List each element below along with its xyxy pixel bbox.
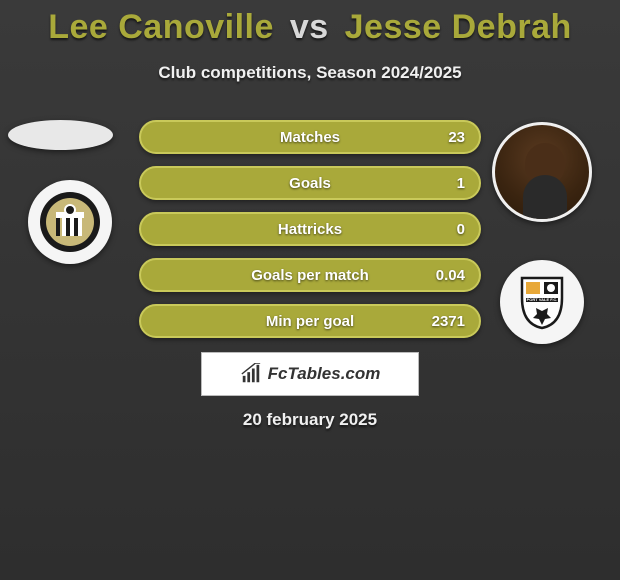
stat-row-min-per-goal: Min per goal 2371 (139, 304, 481, 338)
stat-row-hattricks: Hattricks 0 (139, 212, 481, 246)
stat-row-goals: Goals 1 (139, 166, 481, 200)
stat-row-goals-per-match: Goals per match 0.04 (139, 258, 481, 292)
watermark-text: FcTables.com (268, 364, 381, 384)
stat-value-right: 0 (457, 221, 465, 238)
stat-label: Goals per match (141, 267, 479, 284)
player2-name: Jesse Debrah (345, 8, 572, 46)
stats-container: Matches 23 Goals 1 Hattricks 0 Goals per… (0, 120, 620, 350)
watermark: FcTables.com (201, 352, 419, 396)
vs-text: vs (290, 8, 329, 46)
stat-row-matches: Matches 23 (139, 120, 481, 154)
stat-label: Matches (141, 129, 479, 146)
stat-label: Min per goal (141, 313, 479, 330)
stat-value-right: 1 (457, 175, 465, 192)
stat-value-right: 2371 (432, 313, 465, 330)
player1-name: Lee Canoville (48, 8, 274, 46)
subtitle: Club competitions, Season 2024/2025 (0, 63, 620, 83)
chart-icon (240, 363, 262, 385)
stat-value-right: 0.04 (436, 267, 465, 284)
stat-value-right: 23 (448, 129, 465, 146)
stat-label: Hattricks (141, 221, 479, 238)
comparison-title: Lee Canoville vs Jesse Debrah (0, 0, 620, 47)
stat-label: Goals (141, 175, 479, 192)
date: 20 february 2025 (0, 410, 620, 430)
